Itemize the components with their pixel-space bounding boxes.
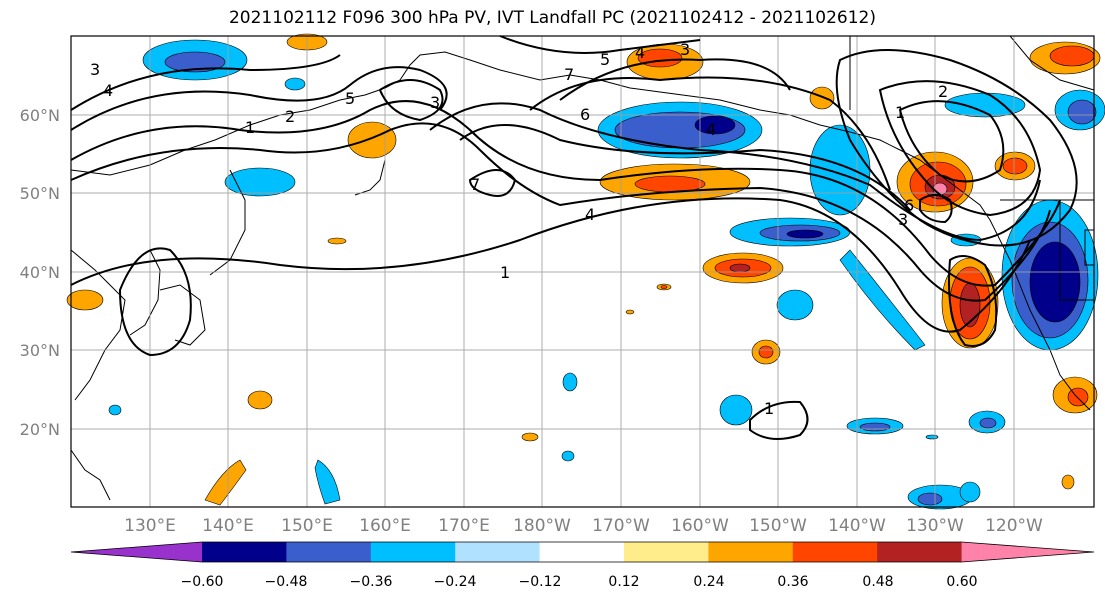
- contour-label: 1: [895, 103, 905, 122]
- lat-label: 30°N: [20, 341, 60, 360]
- anomaly-shading: [66, 33, 1105, 510]
- lon-label: 120°W: [985, 516, 1043, 536]
- contour-label: 7: [564, 65, 574, 84]
- contour-label: 3: [680, 40, 690, 59]
- contour-label: 3: [90, 60, 100, 79]
- colorbar-segment: [792, 542, 878, 562]
- lon-label: 180°W: [513, 516, 571, 536]
- lon-label: 170°W: [592, 516, 650, 536]
- contour-label: 2: [938, 82, 948, 101]
- contour-label: 4: [103, 81, 113, 100]
- colorbar-outline: [70, 541, 1095, 563]
- contour-labels: 1 1 1 1 2 2 3 3 3 3 4 4 4 4 5 5 6 6 7 7: [90, 40, 948, 418]
- colorbar-ticks: −0.60 −0.48 −0.36 −0.24 −0.12 0.12 0.24 …: [181, 574, 978, 590]
- lon-label: 130°E: [124, 516, 176, 536]
- lon-label: 170°E: [438, 516, 490, 536]
- lon-label: 160°E: [359, 516, 411, 536]
- colorbar-tick: −0.48: [265, 574, 308, 590]
- colorbar-tick: 0.60: [946, 574, 977, 590]
- colorbar-tick: −0.12: [519, 574, 562, 590]
- lat-label: 60°N: [20, 106, 60, 125]
- lat-label: 50°N: [20, 184, 60, 203]
- contour-label: 5: [345, 89, 355, 108]
- contour-label: 6: [580, 105, 590, 124]
- colorbar-segment: [708, 542, 794, 562]
- contour-label: 4: [635, 43, 645, 62]
- contour-label: 6: [904, 196, 914, 215]
- map-frame: [70, 35, 1095, 508]
- lon-label: 140°W: [828, 516, 886, 536]
- contour-label: 5: [600, 50, 610, 69]
- contour-label: 7: [470, 175, 480, 194]
- colorbar-segment: [455, 542, 541, 562]
- colorbar-segment: [202, 542, 287, 562]
- colorbar-segment: [71, 542, 202, 562]
- contour-label: 3: [430, 93, 440, 112]
- colorbar-tick: −0.60: [181, 574, 224, 590]
- latitude-labels: 60°N 50°N 40°N 30°N 20°N: [20, 106, 60, 439]
- lat-label: 40°N: [20, 263, 60, 282]
- map-title: 2021102112 F096 300 hPa PV, IVT Landfall…: [228, 8, 876, 28]
- colorbar-segment: [877, 542, 963, 562]
- colorbar-segment: [286, 542, 372, 562]
- longitude-labels: 130°E 140°E 150°E 160°E 170°E 180°W 170°…: [124, 516, 1043, 536]
- contour-label: 2: [285, 107, 295, 126]
- colorbar-tick: 0.36: [777, 574, 808, 590]
- colorbar-segment: [539, 542, 625, 562]
- colorbar-tick: 0.48: [862, 574, 893, 590]
- lon-label: 150°W: [749, 516, 807, 536]
- pv-contours: [70, 35, 1078, 440]
- coastlines: [70, 35, 1095, 501]
- colorbar-tick: 0.24: [693, 574, 724, 590]
- colorbar-tick: −0.24: [434, 574, 477, 590]
- lon-label: 130°W: [906, 516, 964, 536]
- colorbar-segment: [961, 542, 1094, 562]
- colorbar-tick: −0.36: [350, 574, 393, 590]
- gridlines: [71, 36, 1094, 507]
- lon-label: 150°E: [281, 516, 333, 536]
- contour-label: 1: [500, 263, 510, 282]
- contour-label: 4: [706, 120, 716, 139]
- colorbar-tick: 0.12: [608, 574, 639, 590]
- contour-label: 4: [585, 205, 595, 224]
- contour-label: 1: [764, 399, 774, 418]
- colorbar-segment: [370, 542, 456, 562]
- colorbar: [70, 541, 1095, 563]
- contour-label: 3: [898, 210, 908, 229]
- contour-label: 1: [245, 118, 255, 137]
- lon-label: 160°W: [671, 516, 729, 536]
- colorbar-segment: [624, 542, 709, 562]
- lat-label: 20°N: [20, 420, 60, 439]
- lon-label: 140°E: [202, 516, 254, 536]
